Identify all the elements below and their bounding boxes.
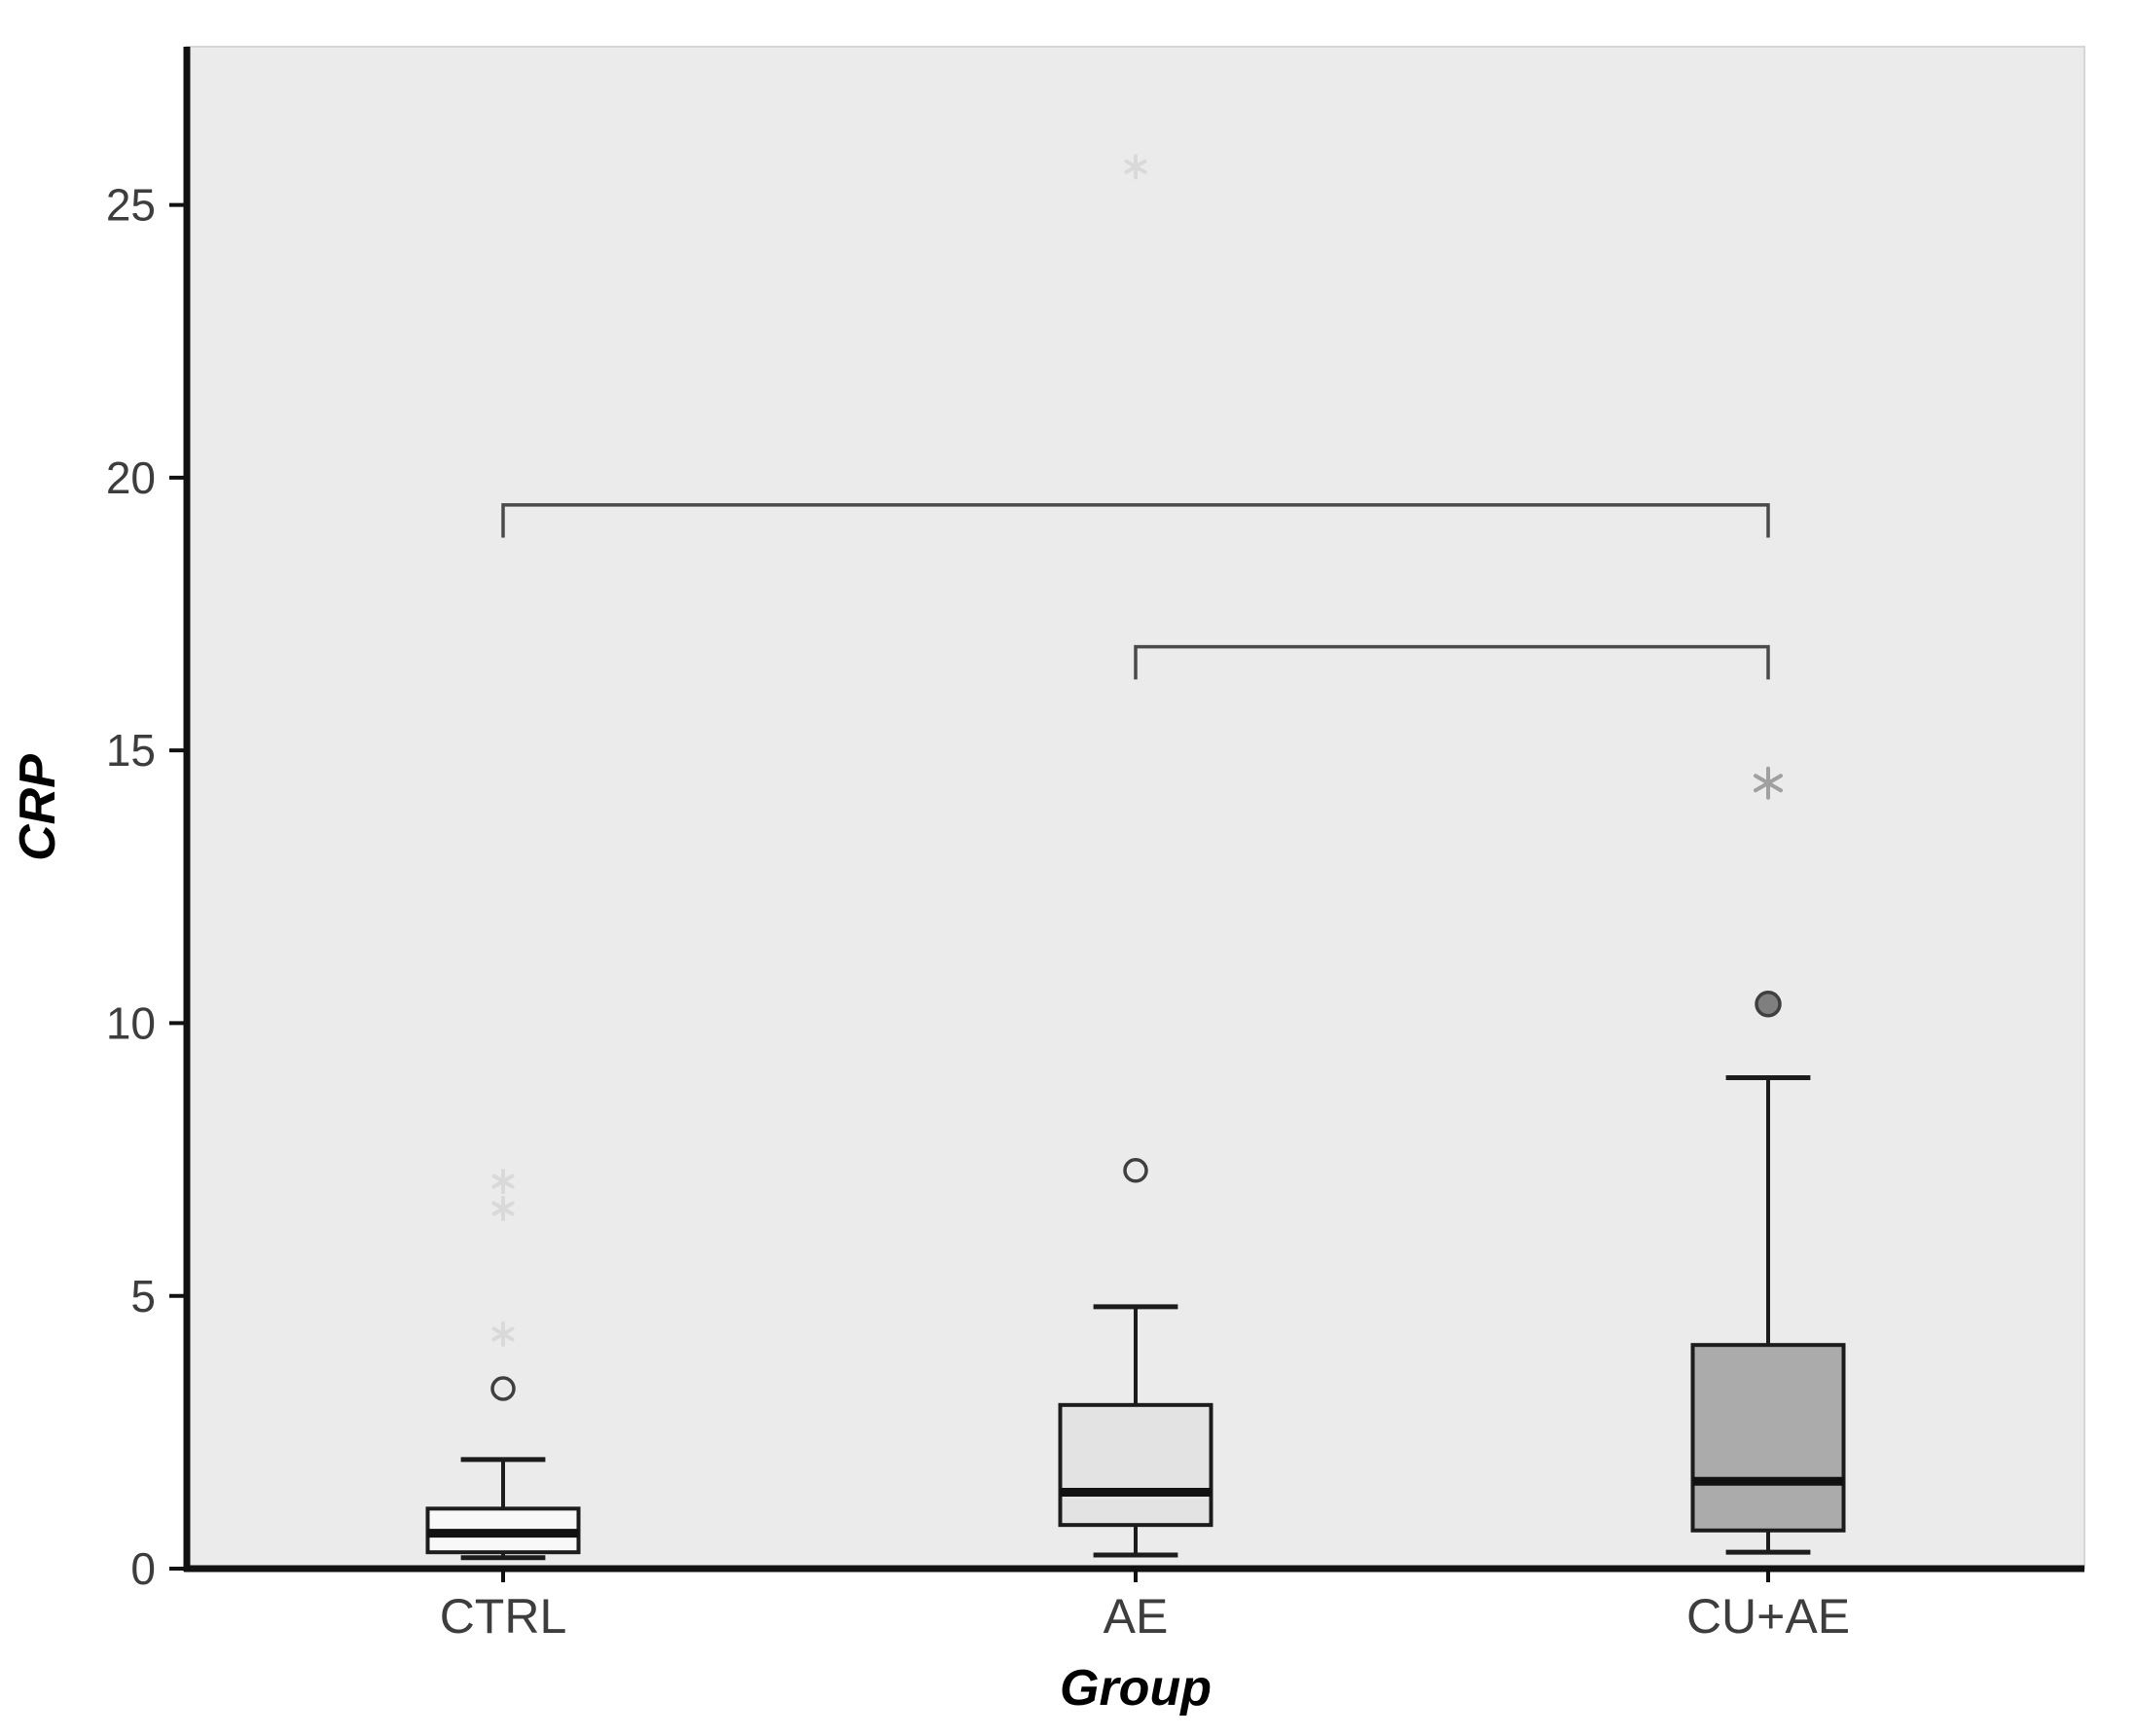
iqr-box xyxy=(1058,1402,1213,1528)
y-tick-label: 25 xyxy=(106,180,156,231)
category-label: CU+AE xyxy=(1686,1589,1850,1644)
boxplot-AE xyxy=(1058,154,1213,1558)
plot-layer: 0 5 10 15 20 25 CTRL AE CU+AE xyxy=(106,46,2085,1644)
boxplot-CTRL xyxy=(425,1168,581,1561)
outlier-star-faint xyxy=(1124,154,1147,180)
outlier-circle-filled xyxy=(1755,991,1782,1018)
significance-bracket xyxy=(501,503,1770,538)
outlier-circle xyxy=(490,1376,516,1401)
outlier-circle xyxy=(1123,1158,1148,1183)
y-tick-label: 10 xyxy=(106,998,156,1049)
x-axis-label: Group xyxy=(1060,1660,1212,1717)
outlier-star-faint xyxy=(491,1168,515,1194)
boxplot-CU+AE xyxy=(1690,766,1846,1555)
y-axis-label: CRP xyxy=(10,754,66,861)
category-label: CTRL xyxy=(440,1589,567,1644)
significance-bracket xyxy=(1134,644,1770,680)
iqr-box xyxy=(1690,1343,1846,1533)
outlier-star xyxy=(1754,766,1783,800)
outlier-star-faint xyxy=(491,1320,515,1347)
y-tick-label: 0 xyxy=(130,1543,156,1594)
y-tick-label: 5 xyxy=(130,1271,156,1321)
y-tick-label: 20 xyxy=(106,452,156,503)
category-label: AE xyxy=(1104,1589,1169,1644)
y-tick-label: 15 xyxy=(106,725,156,776)
outlier-star-faint xyxy=(491,1196,515,1222)
